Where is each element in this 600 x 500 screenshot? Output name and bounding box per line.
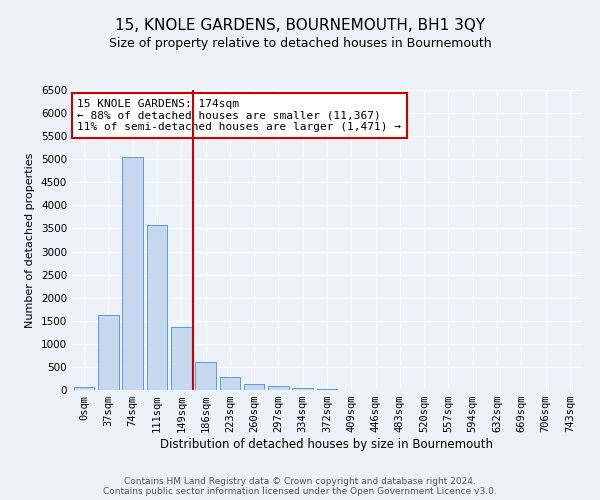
X-axis label: Distribution of detached houses by size in Bournemouth: Distribution of detached houses by size … xyxy=(161,438,493,451)
Bar xyxy=(317,388,337,390)
Y-axis label: Number of detached properties: Number of detached properties xyxy=(25,152,35,328)
Bar xyxy=(220,378,240,390)
Bar xyxy=(292,388,313,390)
Text: Size of property relative to detached houses in Bournemouth: Size of property relative to detached ho… xyxy=(109,38,491,51)
Bar xyxy=(171,326,191,390)
Text: 15, KNOLE GARDENS, BOURNEMOUTH, BH1 3QY: 15, KNOLE GARDENS, BOURNEMOUTH, BH1 3QY xyxy=(115,18,485,32)
Bar xyxy=(268,386,289,390)
Bar xyxy=(122,157,143,390)
Bar xyxy=(74,386,94,390)
Text: Contains public sector information licensed under the Open Government Licence v3: Contains public sector information licen… xyxy=(103,486,497,496)
Text: 15 KNOLE GARDENS: 174sqm
← 88% of detached houses are smaller (11,367)
11% of se: 15 KNOLE GARDENS: 174sqm ← 88% of detach… xyxy=(77,99,401,132)
Bar xyxy=(146,225,167,390)
Bar xyxy=(244,384,265,390)
Text: Contains HM Land Registry data © Crown copyright and database right 2024.: Contains HM Land Registry data © Crown c… xyxy=(124,476,476,486)
Bar xyxy=(195,362,216,390)
Bar xyxy=(98,315,119,390)
